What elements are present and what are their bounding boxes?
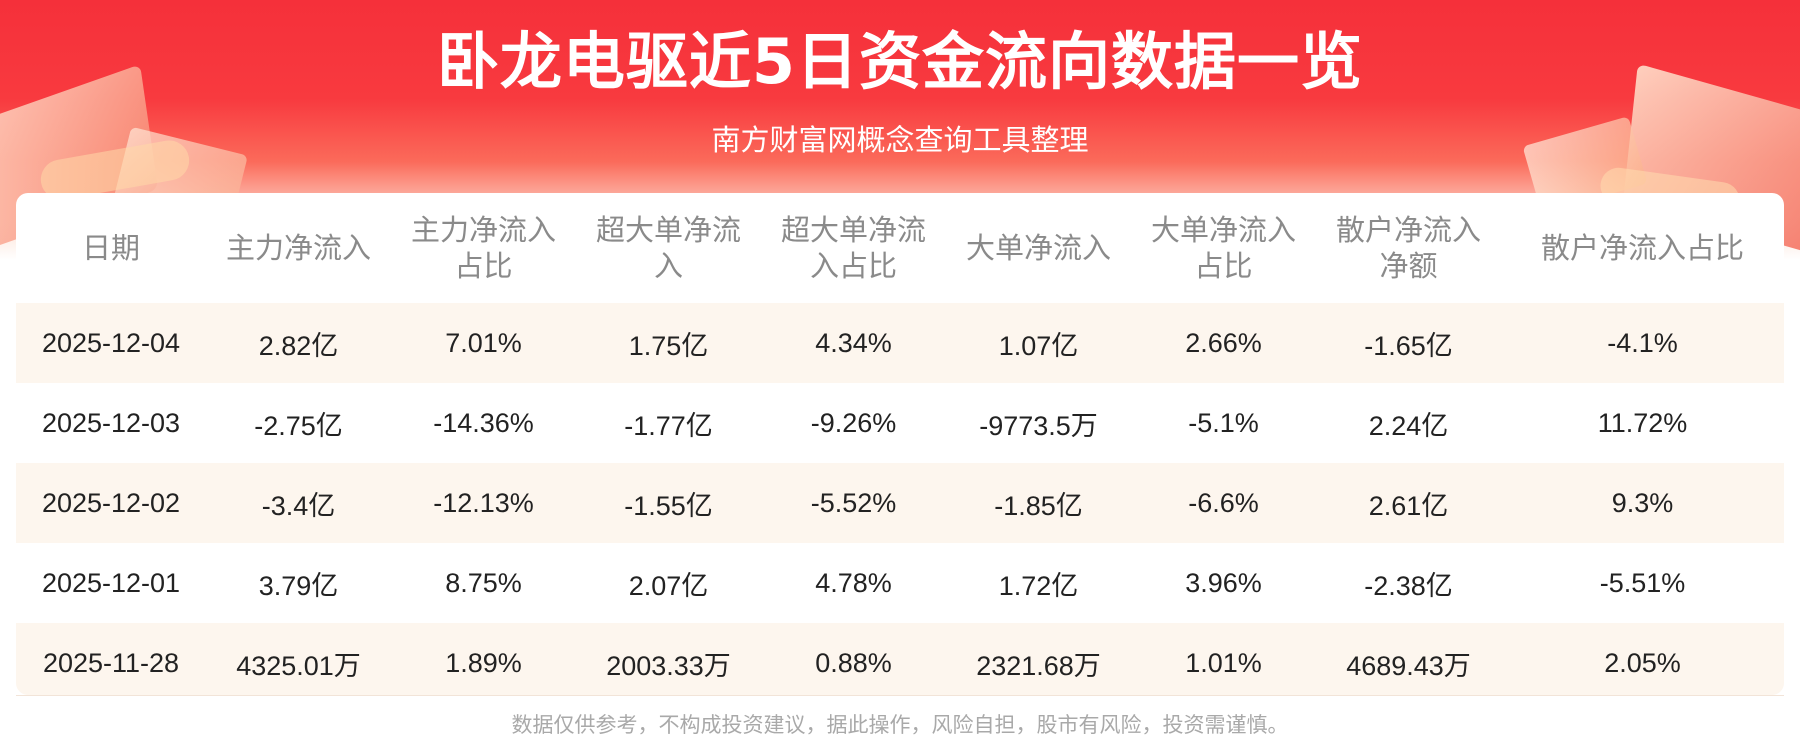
- table-cell: 3.96%: [1131, 543, 1316, 623]
- table-cell: -5.51%: [1501, 543, 1784, 623]
- table-cell: 2.24亿: [1316, 383, 1501, 463]
- table-cell: 2025-11-28: [16, 623, 206, 695]
- table-cell: -4.1%: [1501, 303, 1784, 383]
- table-cell: 8.75%: [391, 543, 576, 623]
- column-header: 超大单净流入: [595, 213, 741, 283]
- table-cell: 2003.33万: [576, 623, 761, 695]
- table-row: 2025-11-28 4325.01万 1.89% 2003.33万 0.88% 2321…: [16, 623, 1784, 695]
- table-cell: 2025-12-01: [16, 543, 206, 623]
- column-header: 大单净流入: [965, 231, 1111, 265]
- table-cell: 2.82亿: [206, 303, 391, 383]
- table-cell: -9773.5万: [946, 383, 1131, 463]
- column-header: 大单净流入占比: [1150, 213, 1296, 283]
- table-row: 2025-12-02 -3.4亿 -12.13% -1.55亿 -5.52% -1.85亿…: [16, 463, 1784, 543]
- table-cell: 2.05%: [1501, 623, 1784, 695]
- table-cell: -12.13%: [391, 463, 576, 543]
- data-card: 南方财富网 southmoney.com 日期主力净流入主力净流入占比超大单净流…: [16, 193, 1784, 695]
- page-title: 卧龙电驱近5日资金流向数据一览: [436, 25, 1364, 98]
- table-cell: 1.07亿: [946, 303, 1131, 383]
- footer-divider: [16, 695, 1784, 696]
- table-cell: -3.4亿: [206, 463, 391, 543]
- table-cell: 4689.43万: [1316, 623, 1501, 695]
- fund-flow-table: 日期 主力净流入 主力净流入占比 超大单净流入 超大单净流入占比 大单净流入 大单净流入占比…: [16, 193, 1784, 695]
- column-header: 日期: [81, 231, 140, 265]
- table-row: 2025-12-03 -2.75亿 -14.36% -1.77亿 -9.26% -9773…: [16, 383, 1784, 463]
- table-cell: 2025-12-04: [16, 303, 206, 383]
- table-cell: -6.6%: [1131, 463, 1316, 543]
- table-cell: 2.61亿: [1316, 463, 1501, 543]
- table-cell: 2.07亿: [576, 543, 761, 623]
- table-cell: 2321.68万: [946, 623, 1131, 695]
- table-cell: 4.78%: [761, 543, 946, 623]
- table-cell: 2025-12-03: [16, 383, 206, 463]
- disclaimer-text: 数据仅供参考，不构成投资建议，据此操作，风险自担，股市有风险，投资需谨慎。: [511, 713, 1289, 737]
- page-subtitle: 南方财富网概念查询工具整理: [711, 123, 1089, 157]
- table-row: 2025-12-01 3.79亿 8.75% 2.07亿 4.78% 1.72亿 3.96%…: [16, 543, 1784, 623]
- table-cell: -1.77亿: [576, 383, 761, 463]
- table-row: 2025-12-04 2.82亿 7.01% 1.75亿 4.34% 1.07亿 2.66%…: [16, 303, 1784, 383]
- table-cell: -2.38亿: [1316, 543, 1501, 623]
- table-body: 2025-12-04 2.82亿 7.01% 1.75亿 4.34% 1.07亿 2.66%…: [16, 303, 1784, 695]
- table-cell: 0.88%: [761, 623, 946, 695]
- table-cell: -2.75亿: [206, 383, 391, 463]
- column-header: 散户净流入占比: [1540, 231, 1744, 265]
- table-cell: 2.66%: [1131, 303, 1316, 383]
- table-cell: -1.65亿: [1316, 303, 1501, 383]
- column-header: 主力净流入占比: [410, 213, 556, 283]
- table-cell: -5.1%: [1131, 383, 1316, 463]
- column-header: 主力净流入: [225, 231, 371, 265]
- table-cell: 1.75亿: [576, 303, 761, 383]
- table-cell: -1.85亿: [946, 463, 1131, 543]
- table-cell: 9.3%: [1501, 463, 1784, 543]
- table-cell: 1.72亿: [946, 543, 1131, 623]
- table-cell: -1.55亿: [576, 463, 761, 543]
- table-header-row: 日期 主力净流入 主力净流入占比 超大单净流入 超大单净流入占比 大单净流入 大单净流入占比…: [16, 193, 1784, 303]
- table-cell: 2025-12-02: [16, 463, 206, 543]
- table-cell: -9.26%: [761, 383, 946, 463]
- table-cell: 1.89%: [391, 623, 576, 695]
- table-cell: 4.34%: [761, 303, 946, 383]
- table-cell: -5.52%: [761, 463, 946, 543]
- column-header: 超大单净流入占比: [780, 213, 926, 283]
- table-cell: 1.01%: [1131, 623, 1316, 695]
- table-cell: 4325.01万: [206, 623, 391, 695]
- table-cell: -14.36%: [391, 383, 576, 463]
- table-cell: 7.01%: [391, 303, 576, 383]
- table-cell: 11.72%: [1501, 383, 1784, 463]
- table-cell: 3.79亿: [206, 543, 391, 623]
- column-header: 散户净流入净额: [1335, 213, 1481, 283]
